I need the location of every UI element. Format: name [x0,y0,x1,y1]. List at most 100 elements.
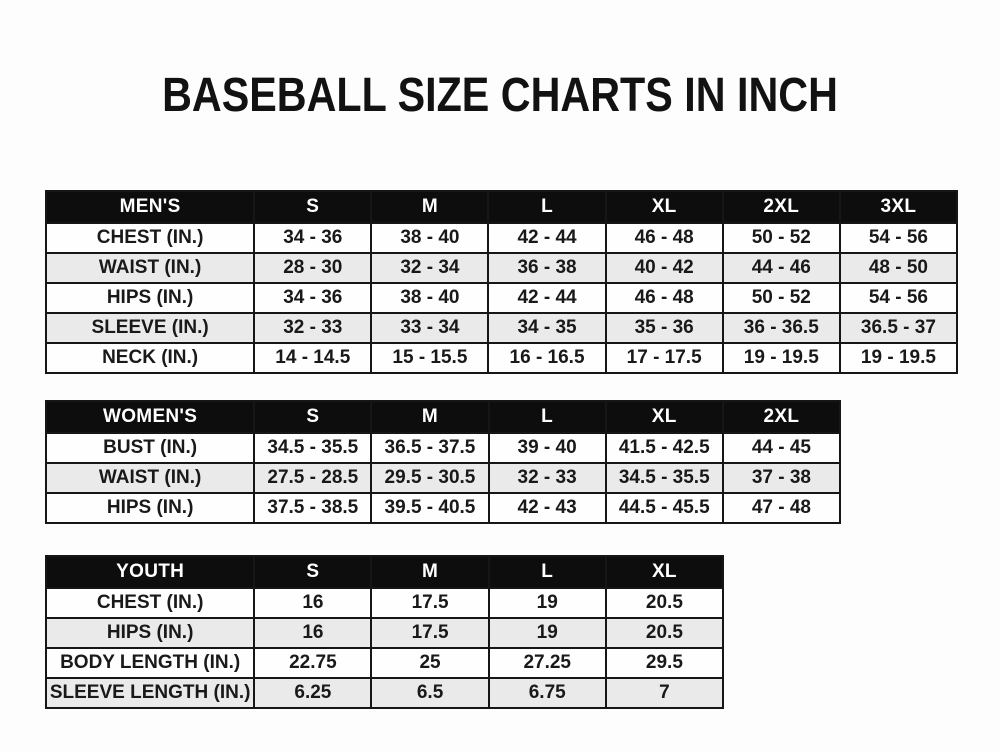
size-column-header: 3XL [838,190,959,224]
size-value-cell: 54 - 56 [838,222,959,254]
size-column-header: L [487,190,607,224]
size-value-cell: 42 - 43 [487,492,607,524]
size-value-cell: 25 [370,647,490,679]
size-value-cell: 32 - 34 [370,252,490,284]
size-value-cell: 6.25 [253,677,373,709]
size-value-cell: 27.5 - 28.5 [253,462,373,494]
size-column-header: L [487,400,607,434]
table-row: CHEST (IN.) 16 17.5 19 20.5 [44,587,725,619]
table-row: HIPS (IN.) 16 17.5 19 20.5 [44,617,725,649]
size-value-cell: 14 - 14.5 [253,342,373,374]
measurement-label-cell: SLEEVE (IN.) [44,312,256,344]
size-value-cell: 46 - 48 [604,222,724,254]
size-column-header: S [253,190,373,224]
table-row: SLEEVE LENGTH (IN.) 6.25 6.5 6.75 7 [44,677,725,709]
size-value-cell: 17.5 [370,587,490,619]
size-value-cell: 7 [604,677,725,709]
size-column-header: L [487,555,607,589]
page-title: BASEBALL SIZE CHARTS IN INCH [162,69,838,122]
size-value-cell: 50 - 52 [721,282,841,314]
measurement-label-cell: HIPS (IN.) [44,492,256,524]
size-value-cell: 39 - 40 [487,432,607,464]
measurement-label-cell: WAIST (IN.) [44,252,256,284]
size-column-header: M [370,555,490,589]
size-value-cell: 19 [487,617,607,649]
size-column-header: M [370,400,490,434]
size-value-cell: 32 - 33 [487,462,607,494]
measurement-label-cell: NECK (IN.) [44,342,256,374]
size-column-header: XL [604,400,724,434]
size-value-cell: 19 - 19.5 [721,342,841,374]
measurement-label-cell: WAIST (IN.) [44,462,256,494]
size-value-cell: 29.5 [604,647,725,679]
measurement-label-cell: BODY LENGTH (IN.) [44,647,256,679]
table-row: NECK (IN.) 14 - 14.5 15 - 15.5 16 - 16.5 17 … [44,342,959,374]
size-value-cell: 32 - 33 [253,312,373,344]
size-value-cell: 29.5 - 30.5 [370,462,490,494]
measurement-label-cell: HIPS (IN.) [44,282,256,314]
size-value-cell: 48 - 50 [838,252,959,284]
size-value-cell: 34 - 36 [253,282,373,314]
mens-size-table: MEN'S S M L XL 2XL 3XL CHEST (IN.) 34 - 36 38 - 4… [44,190,959,374]
table-title-cell: WOMEN'S [44,400,256,434]
size-value-cell: 37.5 - 38.5 [253,492,373,524]
size-value-cell: 34 - 36 [253,222,373,254]
size-value-cell: 22.75 [253,647,373,679]
measurement-label-cell: BUST (IN.) [44,432,256,464]
size-value-cell: 35 - 36 [604,312,724,344]
size-value-cell: 44 - 45 [721,432,842,464]
size-value-cell: 50 - 52 [721,222,841,254]
size-column-header: S [253,555,373,589]
size-value-cell: 44 - 46 [721,252,841,284]
size-value-cell: 42 - 44 [487,282,607,314]
youth-size-table: YOUTH S M L XL CHEST (IN.) 16 17.5 19 20.5 HIPS (I… [44,555,725,709]
size-value-cell: 41.5 - 42.5 [604,432,724,464]
table-row: WAIST (IN.) 28 - 30 32 - 34 36 - 38 40 - 42 4… [44,252,959,284]
size-value-cell: 33 - 34 [370,312,490,344]
table-row: CHEST (IN.) 34 - 36 38 - 40 42 - 44 46 - 48 5… [44,222,959,254]
size-value-cell: 39.5 - 40.5 [370,492,490,524]
size-value-cell: 54 - 56 [838,282,959,314]
size-value-cell: 36.5 - 37 [838,312,959,344]
table-row: BODY LENGTH (IN.) 22.75 25 27.25 29.5 [44,647,725,679]
size-column-header: XL [604,190,724,224]
measurement-label-cell: CHEST (IN.) [44,222,256,254]
table-row: HIPS (IN.) 34 - 36 38 - 40 42 - 44 46 - 48 50… [44,282,959,314]
size-value-cell: 36.5 - 37.5 [370,432,490,464]
size-value-cell: 34.5 - 35.5 [604,462,724,494]
size-value-cell: 37 - 38 [721,462,842,494]
size-value-cell: 17 - 17.5 [604,342,724,374]
size-value-cell: 34 - 35 [487,312,607,344]
size-value-cell: 15 - 15.5 [370,342,490,374]
size-value-cell: 36 - 38 [487,252,607,284]
size-value-cell: 40 - 42 [604,252,724,284]
size-column-header: XL [604,555,725,589]
table-row: HIPS (IN.) 37.5 - 38.5 39.5 - 40.5 42 - 43 4… [44,492,842,524]
table-title-cell: YOUTH [44,555,256,589]
header-row: MEN'S S M L XL 2XL 3XL [44,190,959,224]
size-value-cell: 16 - 16.5 [487,342,607,374]
table-row: WAIST (IN.) 27.5 - 28.5 29.5 - 30.5 32 - 33… [44,462,842,494]
table-title-cell: MEN'S [44,190,256,224]
size-column-header: 2XL [721,190,841,224]
size-value-cell: 42 - 44 [487,222,607,254]
size-value-cell: 19 [487,587,607,619]
size-value-cell: 38 - 40 [370,282,490,314]
size-column-header: M [370,190,490,224]
size-column-header: 2XL [721,400,842,434]
header-row: WOMEN'S S M L XL 2XL [44,400,842,434]
size-value-cell: 38 - 40 [370,222,490,254]
size-value-cell: 20.5 [604,587,725,619]
measurement-label-cell: SLEEVE LENGTH (IN.) [44,677,256,709]
table-row: BUST (IN.) 34.5 - 35.5 36.5 - 37.5 39 - 40 4… [44,432,842,464]
measurement-label-cell: CHEST (IN.) [44,587,256,619]
size-value-cell: 6.5 [370,677,490,709]
size-value-cell: 17.5 [370,617,490,649]
size-value-cell: 36 - 36.5 [721,312,841,344]
womens-size-table: WOMEN'S S M L XL 2XL BUST (IN.) 34.5 - 35.5 36.5… [44,400,842,524]
size-value-cell: 16 [253,587,373,619]
table-row: SLEEVE (IN.) 32 - 33 33 - 34 34 - 35 35 - 36… [44,312,959,344]
size-value-cell: 16 [253,617,373,649]
size-value-cell: 47 - 48 [721,492,842,524]
